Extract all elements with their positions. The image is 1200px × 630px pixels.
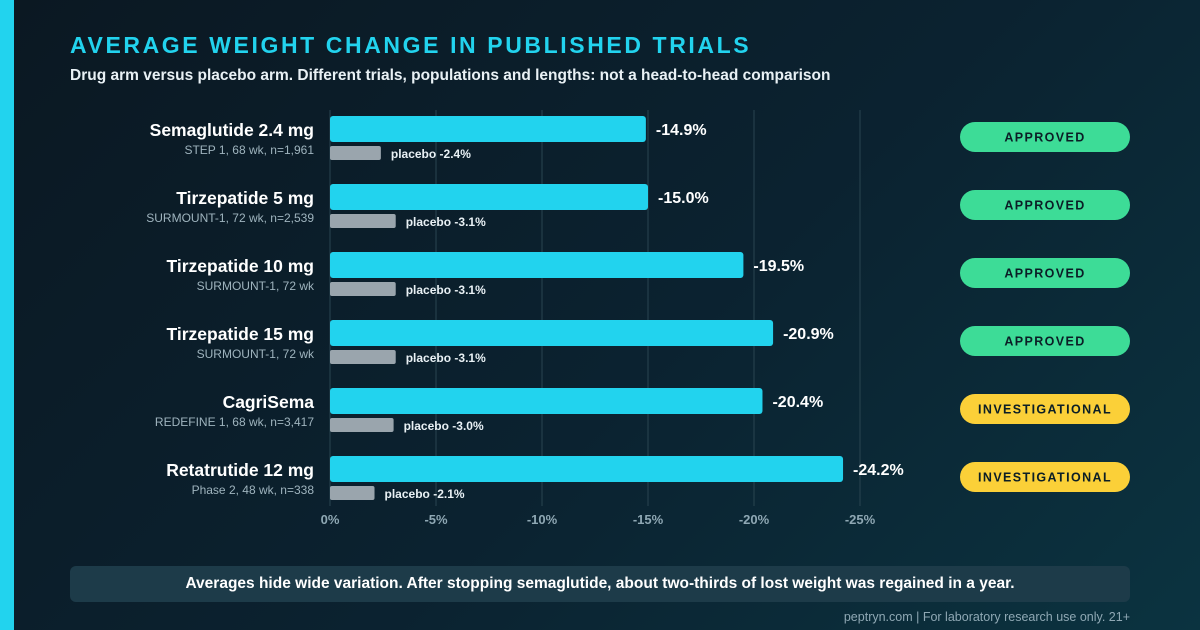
bar-row: Tirzepatide 5 mg SURMOUNT-1, 72 wk, n=2,5… — [146, 184, 1130, 229]
x-tick-label: -25% — [845, 512, 876, 527]
drug-bar — [330, 320, 774, 346]
placebo-value-label: placebo -2.1% — [385, 487, 465, 501]
placebo-bar — [330, 486, 375, 500]
drug-name: Semaglutide 2.4 mg — [150, 120, 314, 140]
x-tick-label: -15% — [633, 512, 664, 527]
trial-info: SURMOUNT-1, 72 wk, n=2,539 — [146, 211, 314, 225]
drug-value-label: -14.9% — [656, 122, 707, 139]
trial-info: SURMOUNT-1, 72 wk — [197, 279, 315, 293]
status-badge — [960, 326, 1130, 356]
status-badge-label: APPROVED — [1004, 267, 1085, 281]
status-badge — [960, 190, 1130, 220]
drug-bar — [330, 184, 648, 210]
footer-note: Averages hide wide variation. After stop… — [185, 575, 1015, 592]
drug-value-label: -20.4% — [772, 394, 823, 411]
trial-info: SURMOUNT-1, 72 wk — [197, 347, 315, 361]
drug-bar — [330, 116, 646, 142]
x-tick-label: -5% — [424, 512, 448, 527]
status-badge — [960, 258, 1130, 288]
status-badge-label: APPROVED — [1004, 199, 1085, 213]
bar-row: Semaglutide 2.4 mg STEP 1, 68 wk, n=1,961… — [150, 116, 1130, 161]
chart-subtitle: Drug arm versus placebo arm. Different t… — [70, 67, 831, 84]
x-axis-ticks: 0% -5% -10% -15% -20% -25% — [321, 512, 876, 527]
placebo-bar — [330, 418, 394, 432]
bar-row: Tirzepatide 15 mg SURMOUNT-1, 72 wk -20.9%… — [166, 320, 1130, 365]
bar-row: Retatrutide 12 mg Phase 2, 48 wk, n=338 -2… — [166, 456, 1130, 501]
drug-value-label: -15.0% — [658, 190, 709, 207]
chart-title: AVERAGE WEIGHT CHANGE IN PUBLISHED TRIAL… — [70, 32, 752, 58]
placebo-value-label: placebo -3.1% — [406, 351, 486, 365]
placebo-value-label: placebo -2.4% — [391, 147, 471, 161]
grid-lines — [329, 110, 861, 506]
trial-info: STEP 1, 68 wk, n=1,961 — [184, 143, 314, 157]
drug-value-label: -19.5% — [753, 258, 804, 275]
status-badge-label: APPROVED — [1004, 131, 1085, 145]
bars: Semaglutide 2.4 mg STEP 1, 68 wk, n=1,961… — [146, 116, 1130, 501]
status-badge-label: INVESTIGATIONAL — [978, 403, 1112, 417]
x-tick-label: 0% — [321, 512, 340, 527]
drug-name: CagriSema — [223, 392, 315, 412]
placebo-bar — [330, 350, 396, 364]
drug-name: Tirzepatide 10 mg — [166, 256, 314, 276]
placebo-bar — [330, 214, 396, 228]
trial-info: Phase 2, 48 wk, n=338 — [192, 483, 315, 497]
footer-note-box: Averages hide wide variation. After stop… — [70, 566, 1130, 602]
drug-bar — [330, 456, 844, 482]
status-badge — [960, 462, 1130, 492]
drug-value-label: -20.9% — [783, 326, 834, 343]
status-badge-label: APPROVED — [1004, 335, 1085, 349]
bar-row: CagriSema REDEFINE 1, 68 wk, n=3,417 -20.4… — [155, 388, 1130, 433]
accent-bar — [0, 0, 14, 630]
status-badge — [960, 394, 1130, 424]
drug-bar — [330, 252, 744, 278]
drug-name: Tirzepatide 5 mg — [176, 188, 314, 208]
x-tick-label: -20% — [739, 512, 770, 527]
placebo-bar — [330, 282, 396, 296]
trial-info: REDEFINE 1, 68 wk, n=3,417 — [155, 415, 314, 429]
placebo-value-label: placebo -3.1% — [406, 283, 486, 297]
placebo-value-label: placebo -3.1% — [406, 215, 486, 229]
placebo-bar — [330, 146, 381, 160]
placebo-value-label: placebo -3.0% — [404, 419, 484, 433]
bar-row: Tirzepatide 10 mg SURMOUNT-1, 72 wk -19.5%… — [166, 252, 1130, 297]
status-badge-label: INVESTIGATIONAL — [978, 471, 1112, 485]
drug-bar — [330, 388, 763, 414]
x-tick-label: -10% — [527, 512, 558, 527]
drug-name: Retatrutide 12 mg — [166, 460, 314, 480]
drug-name: Tirzepatide 15 mg — [166, 324, 314, 344]
site-credit: peptryn.com | For laboratory research us… — [843, 610, 1130, 624]
status-badge — [960, 122, 1130, 152]
drug-value-label: -24.2% — [853, 462, 904, 479]
